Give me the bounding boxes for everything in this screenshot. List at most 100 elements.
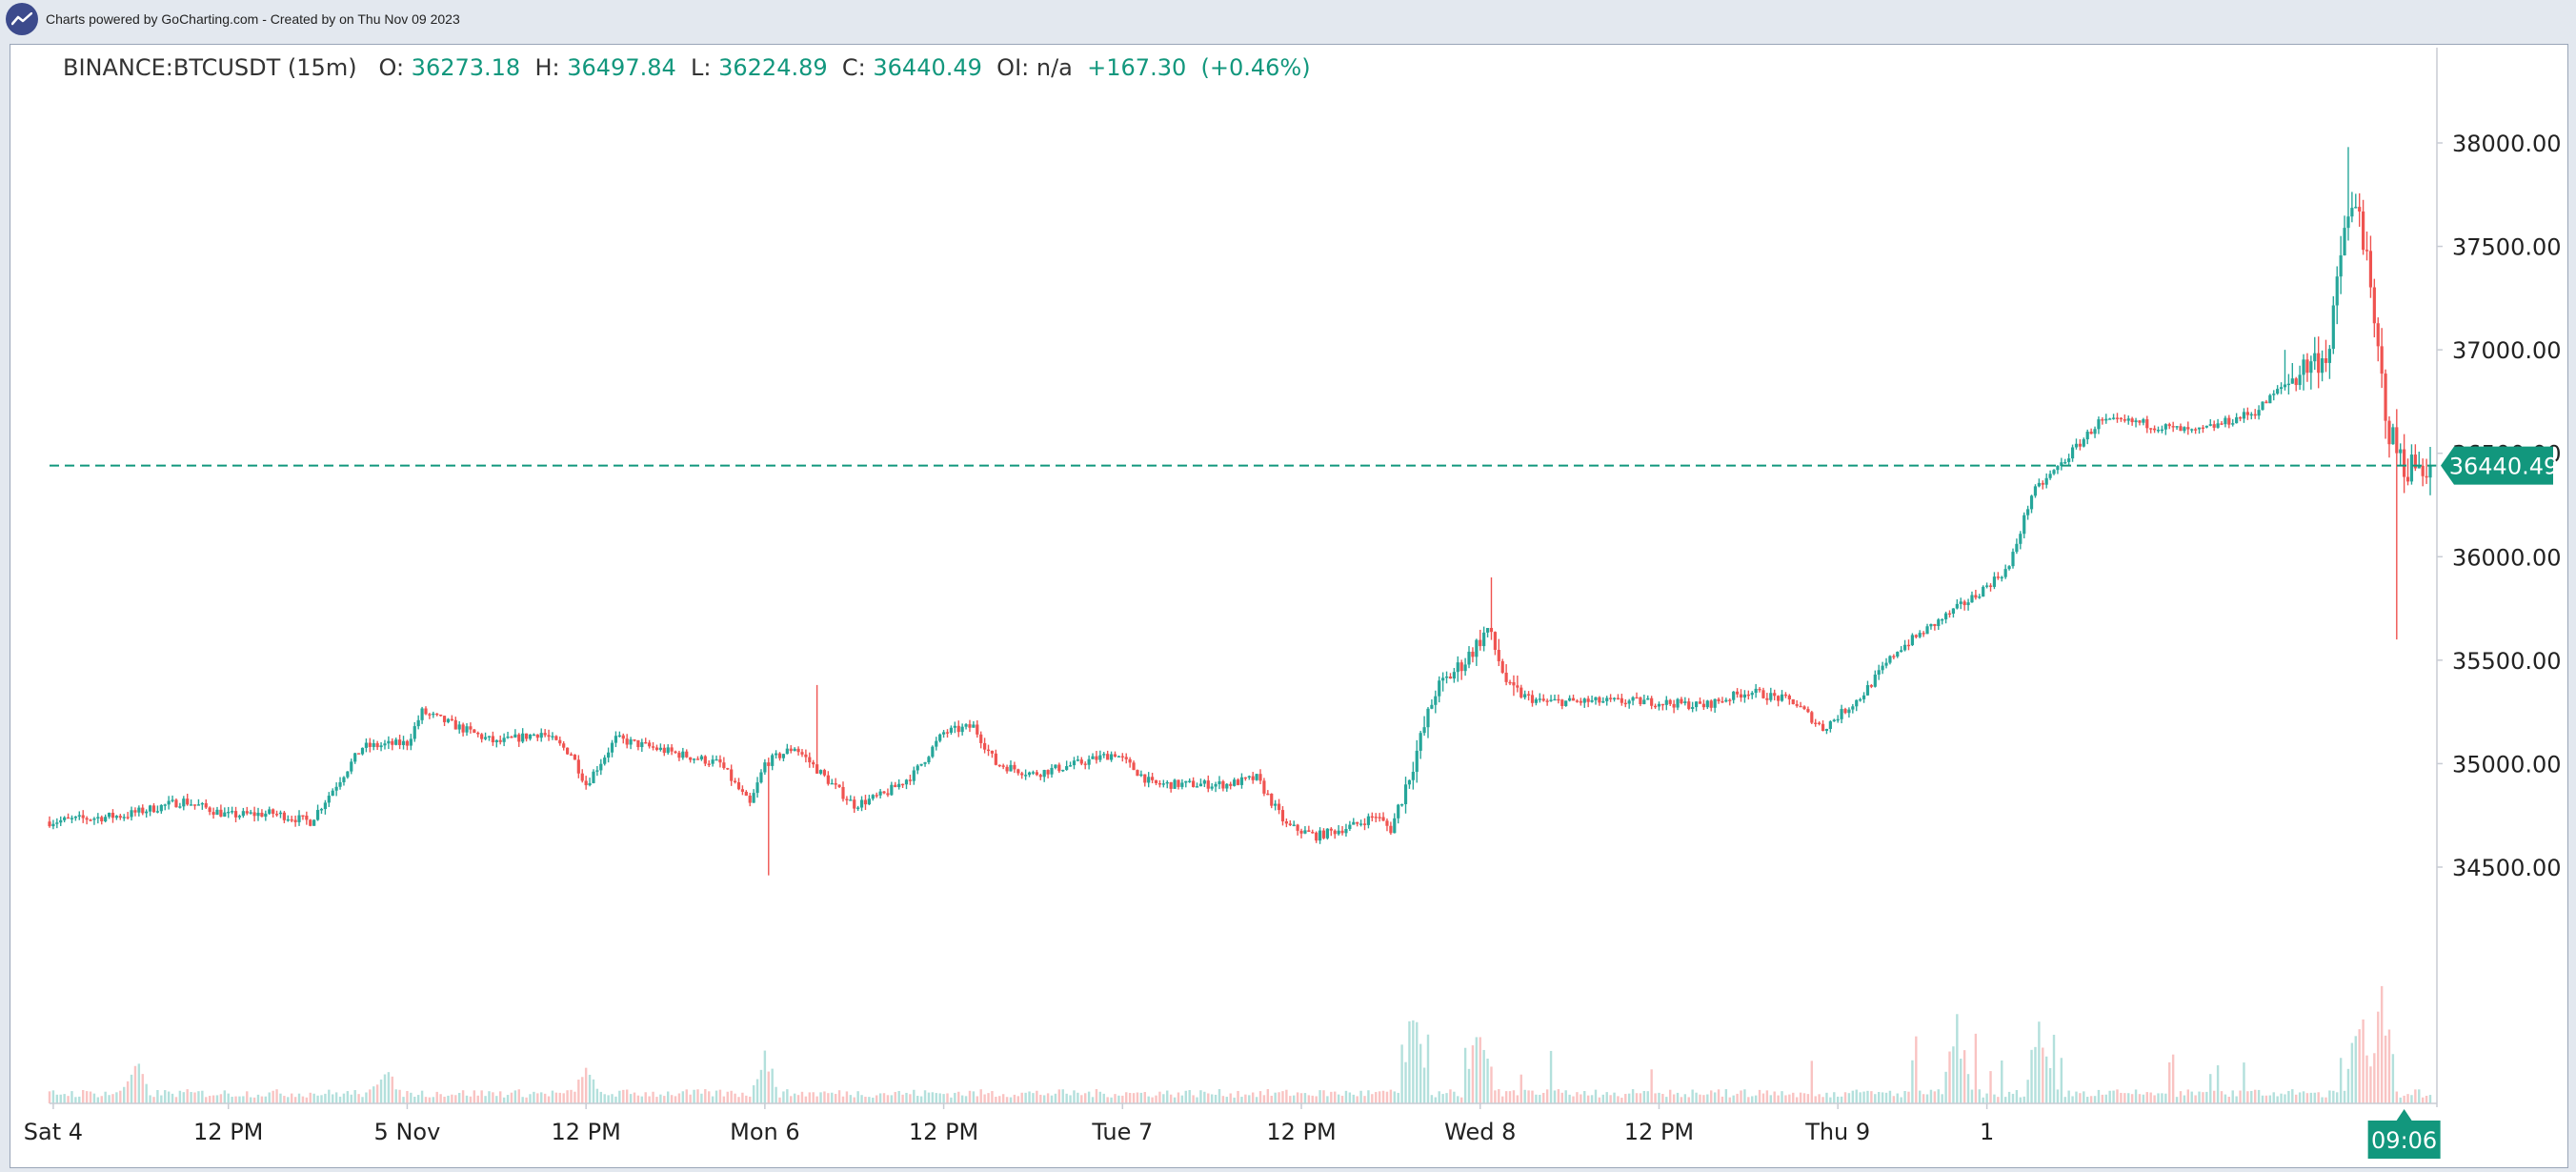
candle-body [1102, 754, 1106, 756]
candle-body [233, 811, 238, 818]
candle-body [387, 740, 391, 744]
volume-bar [574, 1091, 576, 1103]
candle-body [1274, 803, 1278, 806]
volume-bar [2190, 1091, 2193, 1103]
candle-body [398, 739, 402, 745]
volume-bar [510, 1092, 513, 1103]
volume-bar [197, 1091, 200, 1103]
candle-body [2380, 346, 2384, 374]
candle [1777, 695, 1781, 707]
volume-bar [287, 1097, 290, 1103]
candle-body [1660, 703, 1664, 706]
candle [1038, 773, 1042, 780]
candle [1982, 585, 1985, 597]
candle-body [551, 736, 554, 738]
candle-body [174, 799, 178, 808]
candle-body [1955, 603, 1959, 609]
volume-bar [1378, 1091, 1381, 1103]
candle-body [1050, 767, 1054, 775]
volume-bar [730, 1090, 733, 1103]
volume-bar [950, 1097, 953, 1103]
candle-body [2130, 418, 2134, 423]
candle [1937, 617, 1941, 631]
volume-bar [1240, 1097, 1243, 1103]
candle [1855, 699, 1859, 712]
volume-bar [2298, 1092, 2302, 1103]
candle [2186, 421, 2190, 435]
candle-body [1296, 824, 1299, 831]
volume-bar [2328, 1090, 2331, 1103]
symbol-label[interactable]: BINANCE:BTCUSDT (15m) [63, 54, 357, 81]
candle-body [260, 812, 264, 818]
x-tick-label: 12 PM [551, 1119, 620, 1145]
gocharting-logo-icon[interactable] [6, 3, 38, 35]
candle-body [912, 770, 916, 781]
candle [1307, 825, 1311, 833]
candle [450, 715, 453, 721]
candle [1054, 764, 1057, 770]
candle-body [621, 735, 625, 739]
volume-bar [332, 1094, 334, 1103]
volume-bar [2321, 1097, 2324, 1103]
candle [1627, 698, 1631, 709]
candle-body [1721, 700, 1724, 703]
volume-bar [882, 1093, 886, 1103]
volume-bar [1512, 1090, 1516, 1103]
volume-bar [775, 1086, 777, 1103]
candle [1448, 673, 1453, 679]
volume-bar [246, 1091, 249, 1103]
candle-body [875, 795, 878, 797]
candle-body [2320, 358, 2324, 374]
candle [155, 805, 160, 814]
candle-body [1996, 576, 2000, 578]
candle [1065, 760, 1069, 771]
volume-bar [2287, 1090, 2290, 1103]
candle [2201, 424, 2205, 434]
candle [1020, 771, 1024, 779]
candle-body [2413, 455, 2417, 469]
candle-body [1054, 764, 1057, 768]
volume-bar [1985, 1093, 1988, 1103]
volume-bar [2063, 1097, 2066, 1103]
candle [2268, 394, 2272, 404]
candle-body [2119, 417, 2123, 420]
candle-body [1038, 775, 1042, 778]
volume-bar [681, 1091, 685, 1103]
volume-bar [178, 1090, 182, 1103]
volume-bar [927, 1092, 931, 1103]
candle [278, 810, 283, 818]
candle [1079, 757, 1083, 766]
volume-bar [856, 1091, 859, 1103]
volume-bar [1307, 1095, 1311, 1103]
candle [1262, 778, 1266, 797]
volume-bar [1106, 1097, 1109, 1103]
candle-body [1750, 693, 1754, 696]
candle-body [278, 812, 283, 815]
volume-bar [201, 1090, 204, 1103]
volume-bar [1747, 1097, 1750, 1103]
candle-body [1258, 774, 1262, 781]
candle-body [2078, 443, 2082, 447]
volume-bar [1654, 1093, 1657, 1103]
y-tick-label: 37500.00 [2452, 234, 2562, 261]
candle-body [633, 739, 636, 741]
candle [629, 737, 633, 750]
candle [2067, 454, 2071, 467]
candle [2149, 428, 2153, 434]
volume-bar [119, 1090, 122, 1103]
candle-body [2395, 427, 2399, 454]
volume-bar [223, 1090, 227, 1103]
candle [178, 802, 182, 809]
volume-bar [890, 1095, 894, 1103]
candle [2245, 407, 2249, 420]
candle [528, 734, 533, 741]
candle-body [1742, 694, 1747, 698]
candle-body [1091, 756, 1095, 759]
candle [1962, 599, 1966, 611]
open-label: O: [378, 54, 405, 81]
candle-body [231, 811, 234, 813]
candle [875, 792, 878, 798]
volume-bar [2212, 1090, 2216, 1103]
volume-bar [1322, 1090, 1325, 1103]
